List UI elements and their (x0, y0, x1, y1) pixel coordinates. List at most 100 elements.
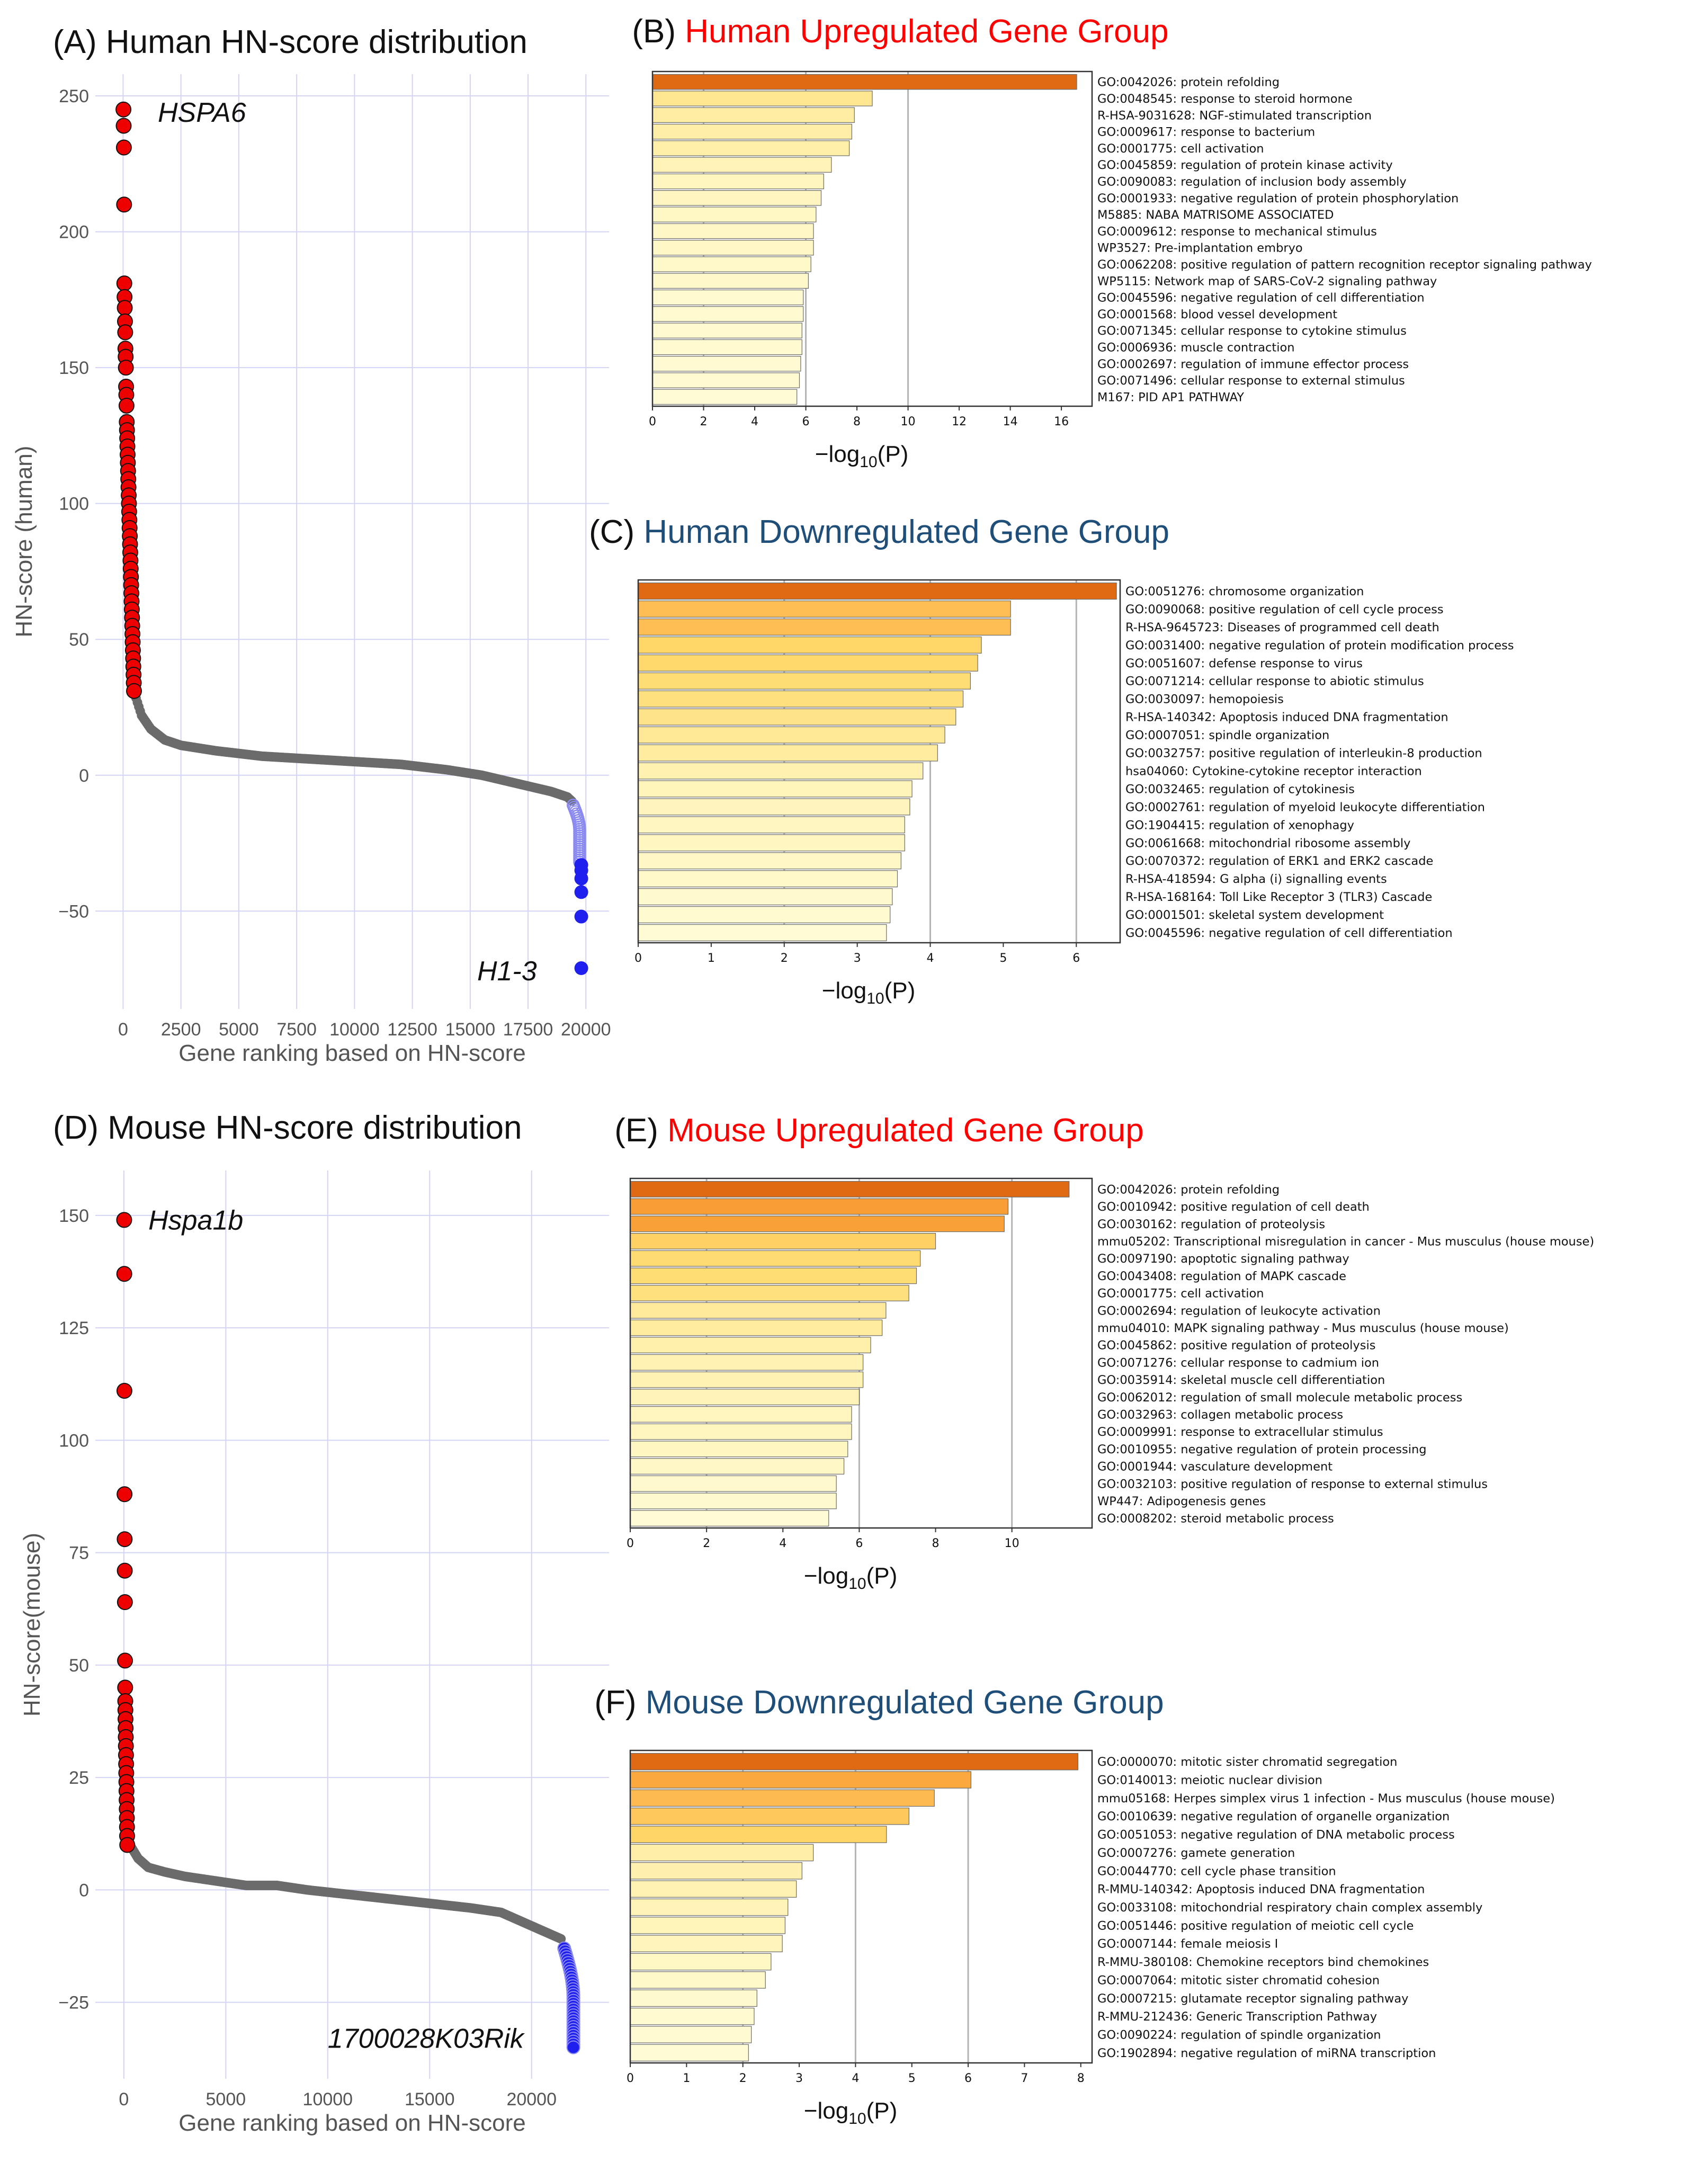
bar (652, 223, 814, 239)
term-label: GO:0002761: regulation of myeloid leukoc… (1125, 800, 1485, 814)
bar-panel-F: (F) Mouse Downregulated Gene Group GO:000… (594, 1684, 1554, 2128)
term-label: GO:0044770: cell cycle phase transition (1097, 1864, 1336, 1878)
red-point (117, 300, 133, 316)
bar (630, 1492, 837, 1509)
x-tick-label: 12500 (387, 1020, 437, 1040)
term-label: R-HSA-168164: Toll Like Receptor 3 (TLR3… (1125, 890, 1432, 904)
x-axis-label-sub: 10 (860, 453, 877, 471)
term-label: GO:0090083: regulation of inclusion body… (1097, 175, 1407, 189)
term-label: WP447: Adipogenesis genes (1097, 1495, 1266, 1508)
bar (652, 239, 814, 256)
x-tick-label: 5000 (206, 2089, 246, 2110)
term-label: hsa04060: Cytokine-cytokine receptor int… (1125, 764, 1422, 778)
term-label: GO:0070372: regulation of ERK1 and ERK2 … (1125, 854, 1433, 868)
x-tick-label: 4 (927, 952, 934, 965)
term-label: R-HSA-418594: G alpha (i) signalling eve… (1125, 872, 1387, 886)
x-axis-label: −log10(P) (804, 1563, 897, 1593)
bar (638, 618, 1011, 636)
x-tick-label: 7 (1021, 2072, 1028, 2085)
bar (652, 323, 802, 338)
x-tick-label: 8 (1077, 2072, 1085, 2085)
term-label: GO:0007144: female meiosis I (1097, 1937, 1278, 1951)
bar (638, 672, 971, 690)
term-label: GO:0071214: cellular response to abiotic… (1125, 675, 1424, 689)
bar (630, 1510, 829, 1527)
y-tick-label: 50 (69, 1656, 89, 1676)
x-axis-label: −log10(P) (815, 441, 908, 471)
x-tick-label: 1 (708, 952, 715, 965)
bar (630, 1844, 814, 1862)
y-tick-label: 100 (59, 494, 89, 514)
bar (630, 1807, 909, 1825)
y-tick-label: −25 (58, 1993, 89, 2013)
term-label: GO:0090068: positive regulation of cell … (1125, 603, 1444, 616)
bar (652, 355, 801, 372)
y-tick-label: 150 (59, 358, 89, 378)
x-axis-label-part: (P) (878, 441, 909, 467)
red-point (117, 1594, 133, 1611)
bar (652, 74, 1077, 90)
x-tick-label: 6 (802, 415, 810, 428)
red-point (116, 1383, 132, 1399)
bar (630, 1337, 871, 1354)
y-tick-label: 25 (69, 1768, 89, 1788)
blue-point (574, 909, 588, 924)
y-tick-label: 100 (59, 1431, 89, 1451)
y-tick-label: −50 (58, 901, 89, 922)
term-label: GO:1902894: negative regulation of miRNA… (1097, 2046, 1436, 2060)
x-tick-label: 4 (751, 415, 758, 428)
term-label: R-HSA-9031628: NGF-stimulated transcript… (1097, 109, 1372, 122)
panel-title: (C) Human Downregulated Gene Group (589, 514, 1169, 550)
red-point (115, 101, 132, 118)
x-axis-label: −log10(P) (804, 2098, 897, 2128)
term-label: GO:0009612: response to mechanical stimu… (1097, 225, 1377, 238)
bar-panel-C: (C) Human Downregulated Gene Group GO:005… (589, 514, 1514, 1007)
term-label: GO:0071496: cellular response to externa… (1097, 374, 1405, 388)
gene-annotation: Hspa1b (148, 1205, 243, 1236)
bar (652, 123, 852, 140)
bar (652, 140, 850, 156)
panel-title: (B) Human Upregulated Gene Group (632, 13, 1168, 50)
bar (630, 1389, 860, 1406)
bar (638, 654, 978, 672)
red-point (115, 139, 132, 156)
bar (630, 1953, 772, 1971)
panel-title: (E) Mouse Upregulated Gene Group (614, 1112, 1143, 1149)
x-axis-label-sub: 10 (848, 1575, 866, 1593)
x-tick-label: 0 (634, 952, 642, 965)
x-tick-label: 10000 (303, 2089, 353, 2110)
bar (638, 726, 945, 744)
red-point (117, 324, 133, 341)
y-tick-label: 125 (59, 1318, 89, 1338)
bar (652, 306, 804, 322)
bar (630, 1458, 845, 1474)
term-label: R-HSA-9645723: Diseases of programmed ce… (1125, 621, 1439, 634)
term-label: GO:0071276: cellular response to cadmium… (1097, 1356, 1379, 1370)
red-point (116, 1266, 132, 1282)
bar (630, 1354, 864, 1371)
bar (630, 1319, 883, 1336)
x-tick-label: 7500 (276, 1020, 317, 1040)
bar (652, 289, 804, 306)
bar (652, 389, 798, 405)
bar (652, 207, 817, 222)
term-label: GO:0002697: regulation of immune effecto… (1097, 357, 1409, 371)
bar (652, 339, 802, 355)
term-label: GO:0001944: vasculature development (1097, 1460, 1333, 1474)
bar-panel-B: (B) Human Upregulated Gene Group GO:00420… (632, 13, 1591, 471)
x-tick-label: 10 (1005, 1537, 1020, 1550)
term-label: GO:0001775: cell activation (1097, 142, 1264, 156)
bar (630, 1826, 887, 1843)
panel-title-main: Human Downregulated Gene Group (643, 514, 1169, 550)
red-point (118, 397, 135, 414)
term-label: GO:0010639: negative regulation of organ… (1097, 1810, 1450, 1824)
x-axis-label-part: −log (804, 2098, 848, 2124)
bar (638, 780, 913, 798)
bar (630, 1198, 1009, 1215)
panel-title: (A) Human HN-score distribution (53, 24, 527, 60)
blue-point (566, 2040, 580, 2054)
term-label: mmu05202: Transcriptional misregulation … (1097, 1235, 1594, 1248)
term-label: GO:0007051: spindle organization (1125, 729, 1329, 743)
x-tick-label: 5000 (219, 1020, 259, 1040)
term-label: GO:0048545: response to steroid hormone (1097, 92, 1353, 106)
